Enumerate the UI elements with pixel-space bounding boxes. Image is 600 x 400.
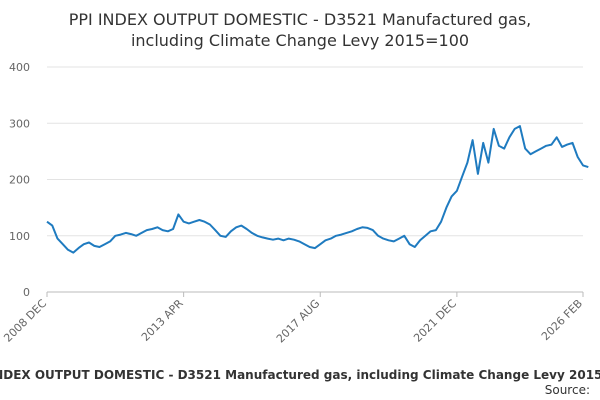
source: Source: — [545, 383, 590, 397]
x-tick-label: 2008 DEC — [1, 297, 49, 345]
y-tick-label: 0 — [23, 286, 30, 299]
chart-title: including Climate Change Levy 2015=100 — [131, 31, 469, 50]
chart-title: PPI INDEX OUTPUT DOMESTIC - D3521 Manufa… — [69, 10, 532, 29]
y-tick-label: 300 — [9, 117, 30, 130]
x-tick-label: 2017 AUG — [274, 297, 323, 346]
y-tick-label: 200 — [9, 174, 30, 187]
x-tick-label: 2026 FEB — [539, 297, 585, 343]
x-tick-label: 2013 APR — [139, 297, 186, 344]
line — [46, 125, 589, 254]
y-tick-label: 400 — [9, 61, 30, 74]
caption: PPI INDEX OUTPUT DOMESTIC - D3521 Manufa… — [0, 368, 600, 382]
x-tick-label: 2021 DEC — [411, 297, 459, 345]
y-tick-label: 100 — [9, 230, 30, 243]
